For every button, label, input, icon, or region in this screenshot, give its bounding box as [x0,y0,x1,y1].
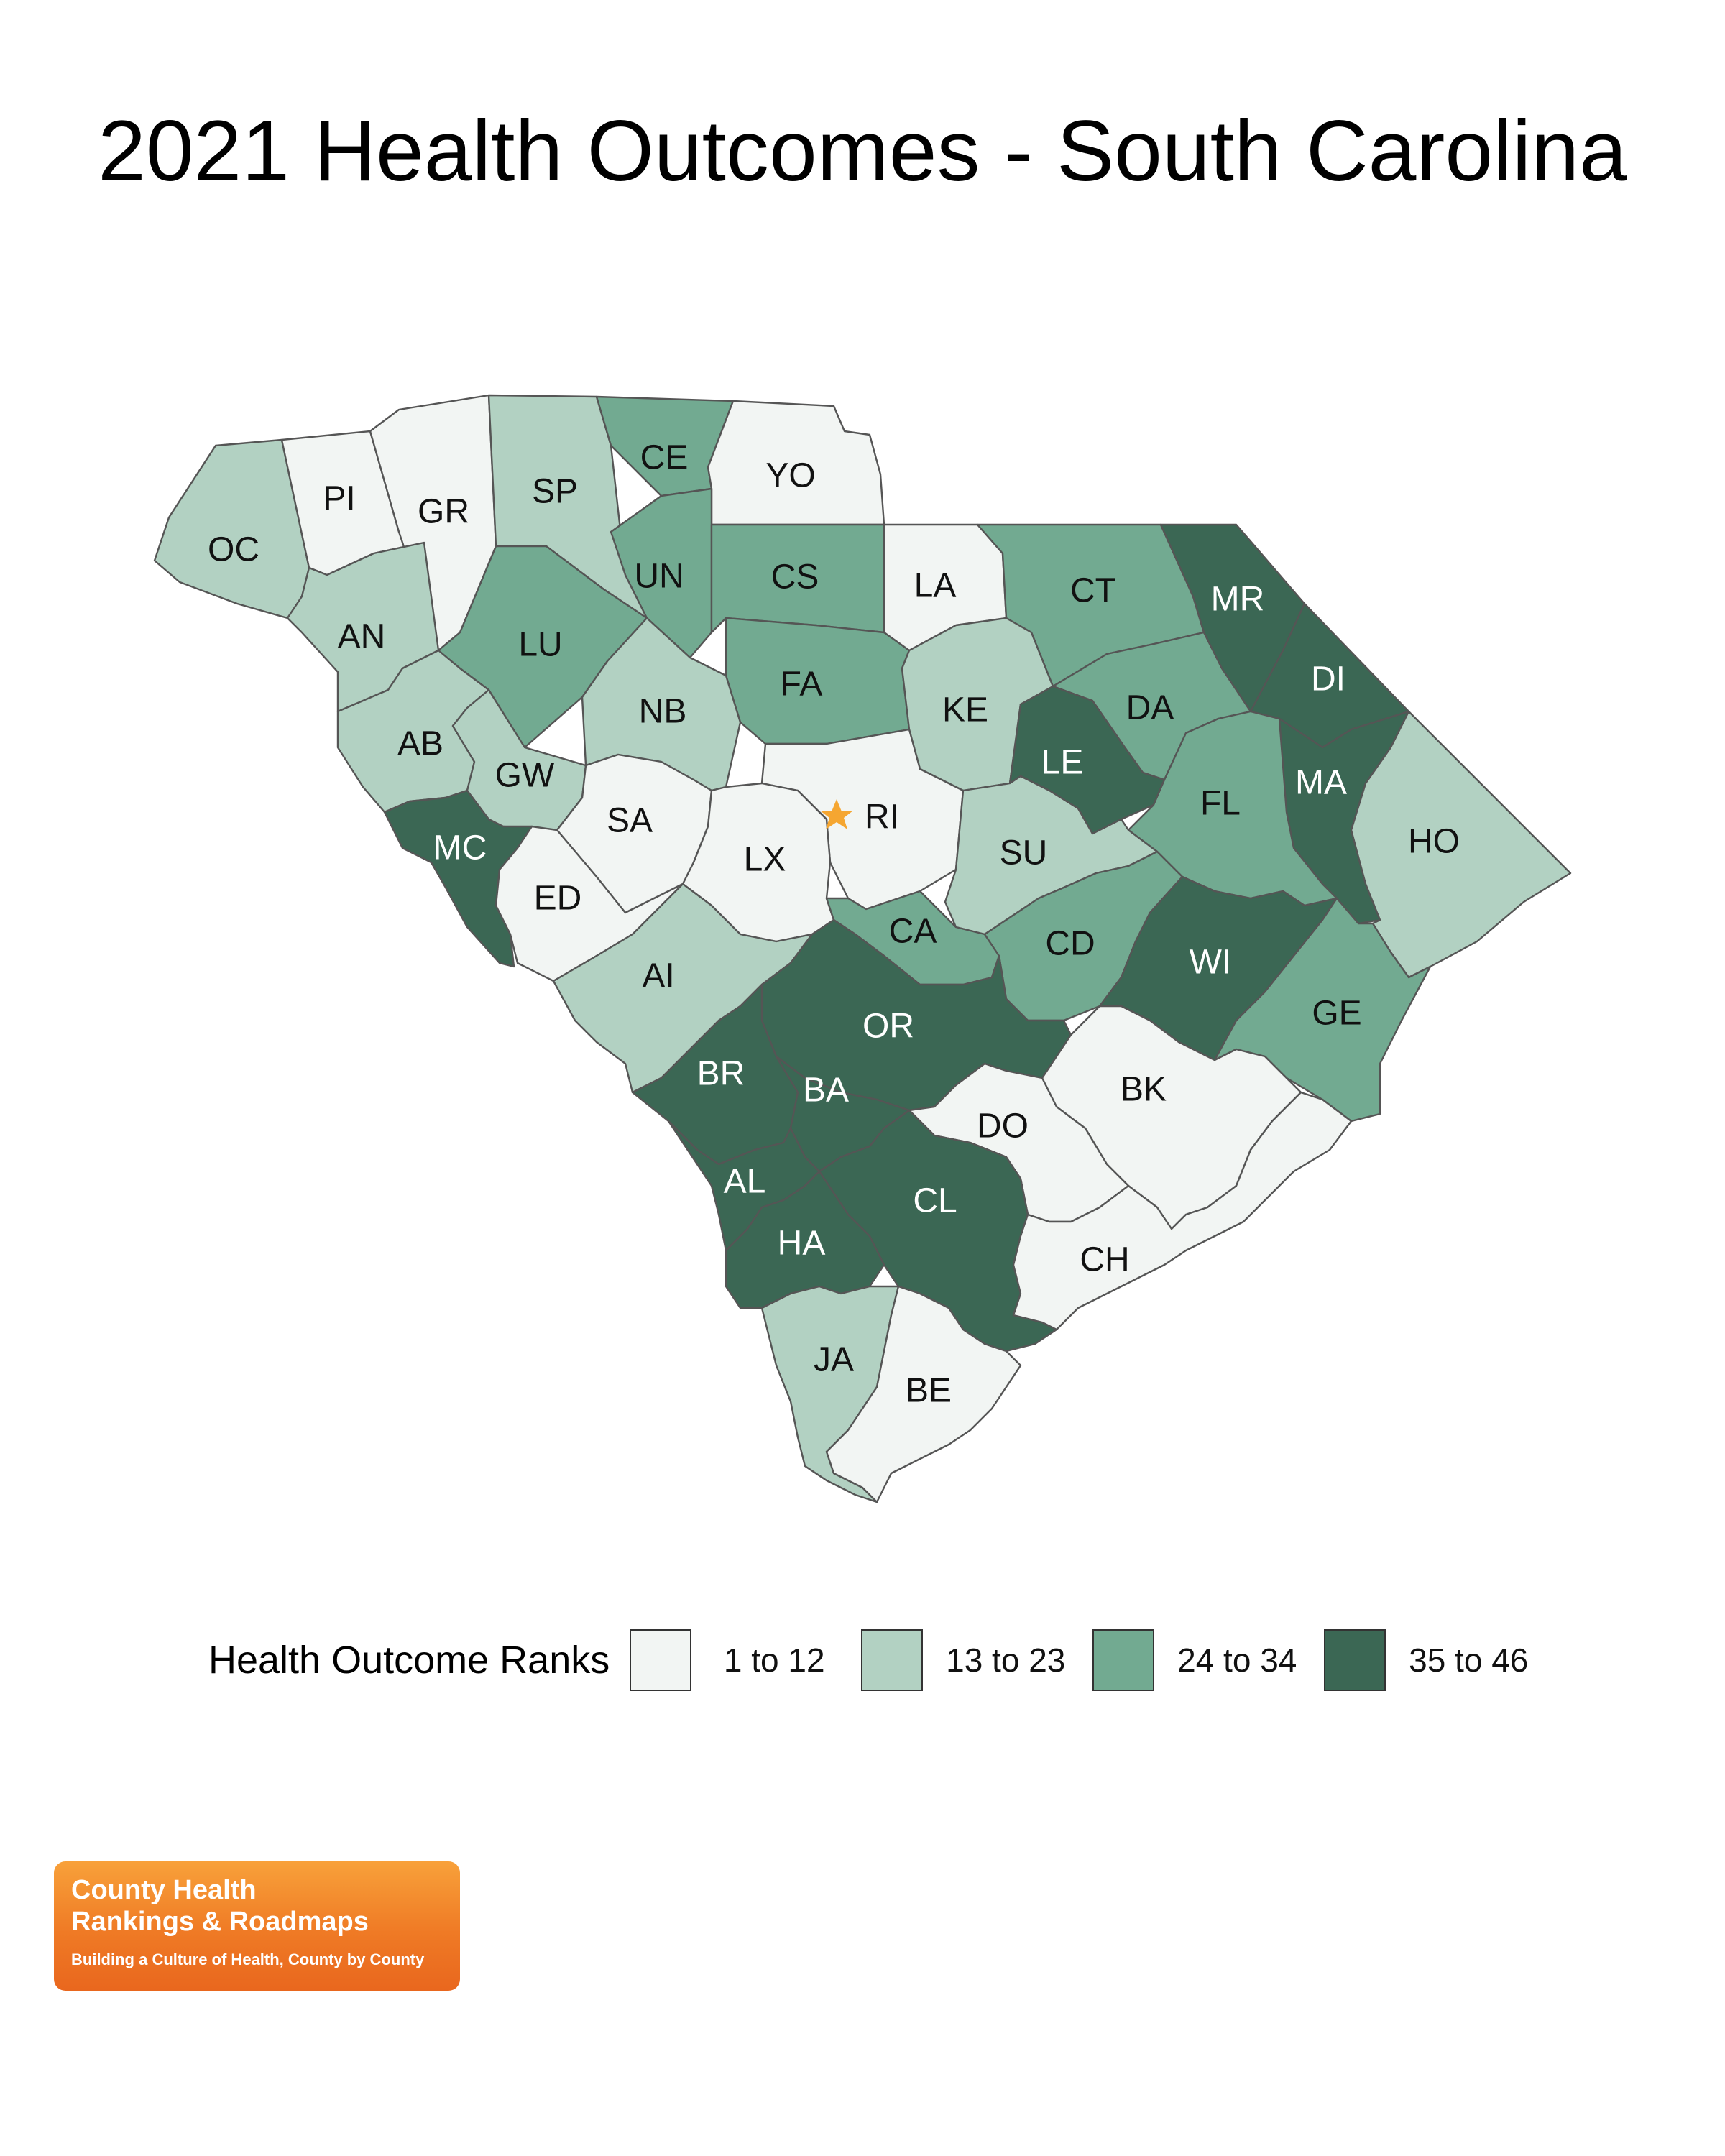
county-label-su: SU [1000,834,1048,872]
county-be[interactable] [825,1285,1022,1503]
county-label-sa: SA [607,802,653,840]
county-label-oc: OC [208,531,259,569]
county-label-ha: HA [778,1225,826,1263]
legend-item-3: 24 to 34 [1092,1629,1320,1691]
legend: Health Outcome Ranks 1 to 12 13 to 23 24… [208,1628,1551,1692]
county-label-mr: MR [1211,581,1265,619]
county-label-lu: LU [518,626,562,664]
county-label-ja: JA [814,1341,854,1379]
county-label-cl: CL [913,1182,957,1220]
county-lu[interactable] [437,545,648,749]
logo-tagline: Building a Culture of Health, County by … [71,1950,425,1968]
county-label-le: LE [1041,744,1084,782]
county-label-di: DI [1311,660,1346,699]
county-oc[interactable] [153,438,310,619]
county-label-pi: PI [323,480,355,518]
county-shapes [153,394,1572,1503]
county-label-do: DO [977,1107,1029,1146]
county-label-ce: CE [640,439,689,477]
county-label-gr: GR [418,493,469,531]
legend-item-2: 13 to 23 [861,1629,1088,1691]
legend-item-1: 1 to 12 [630,1629,857,1691]
county-label-ca: CA [889,913,937,951]
county-label-ai: AI [642,957,674,995]
county-label-cs: CS [771,558,819,596]
map-title: 2021 Health Outcomes - South Carolina [98,103,1627,199]
legend-swatch-2 [861,1629,924,1691]
county-label-br: BR [697,1055,745,1093]
county-label-wi: WI [1190,944,1232,982]
legend-label-3: 24 to 34 [1177,1641,1297,1679]
county-label-ri: RI [865,798,899,837]
county-label-da: DA [1126,689,1174,727]
legend-label-4: 35 to 46 [1409,1641,1529,1679]
legend-label-1: 1 to 12 [723,1641,825,1679]
county-labels: OC PI GR SP CE YO AN UN CS LA CT MR LU D… [208,439,1460,1410]
county-label-ke: KE [942,691,988,729]
county-label-yo: YO [765,457,815,495]
state-capital-star-icon [820,799,853,829]
county-label-lx: LX [744,841,786,879]
county-label-ma: MA [1295,764,1347,802]
county-ha[interactable] [724,1170,886,1309]
county-label-mc: MC [433,829,487,867]
county-label-sp: SP [532,473,578,511]
county-label-un: UN [634,558,684,596]
county-label-bk: BK [1121,1071,1167,1109]
county-label-cd: CD [1045,925,1095,963]
county-label-gw: GW [495,757,555,795]
county-label-ct: CT [1070,572,1116,610]
county-yo[interactable] [707,400,886,526]
county-label-nb: NB [639,693,687,731]
legend-swatch-1 [630,1629,692,1691]
county-label-la: LA [914,567,957,605]
legend-label-2: 13 to 23 [946,1641,1066,1679]
logo-line-1: County Health [71,1875,257,1905]
county-label-ba: BA [803,1072,849,1110]
county-label-ch: CH [1080,1241,1129,1279]
legend-item-4: 35 to 46 [1324,1629,1551,1691]
county-label-ab: AB [397,725,443,763]
county-label-al: AL [724,1163,766,1201]
logo-line-2: Rankings & Roadmaps [71,1907,369,1937]
county-label-fl: FL [1200,785,1241,823]
county-label-or: OR [862,1008,914,1046]
county-label-an: AN [338,618,386,656]
legend-swatch-3 [1092,1629,1155,1691]
county-label-ed: ED [534,880,582,918]
county-ch[interactable] [1012,1091,1353,1331]
county-health-rankings-logo[interactable]: County Health Rankings & Roadmaps Buildi… [54,1861,460,1991]
county-label-ge: GE [1312,995,1361,1033]
county-label-ho: HO [1408,823,1460,861]
legend-title: Health Outcome Ranks [208,1639,610,1682]
legend-swatch-4 [1324,1629,1386,1691]
county-label-fa: FA [781,665,823,704]
county-label-be: BE [906,1372,952,1410]
